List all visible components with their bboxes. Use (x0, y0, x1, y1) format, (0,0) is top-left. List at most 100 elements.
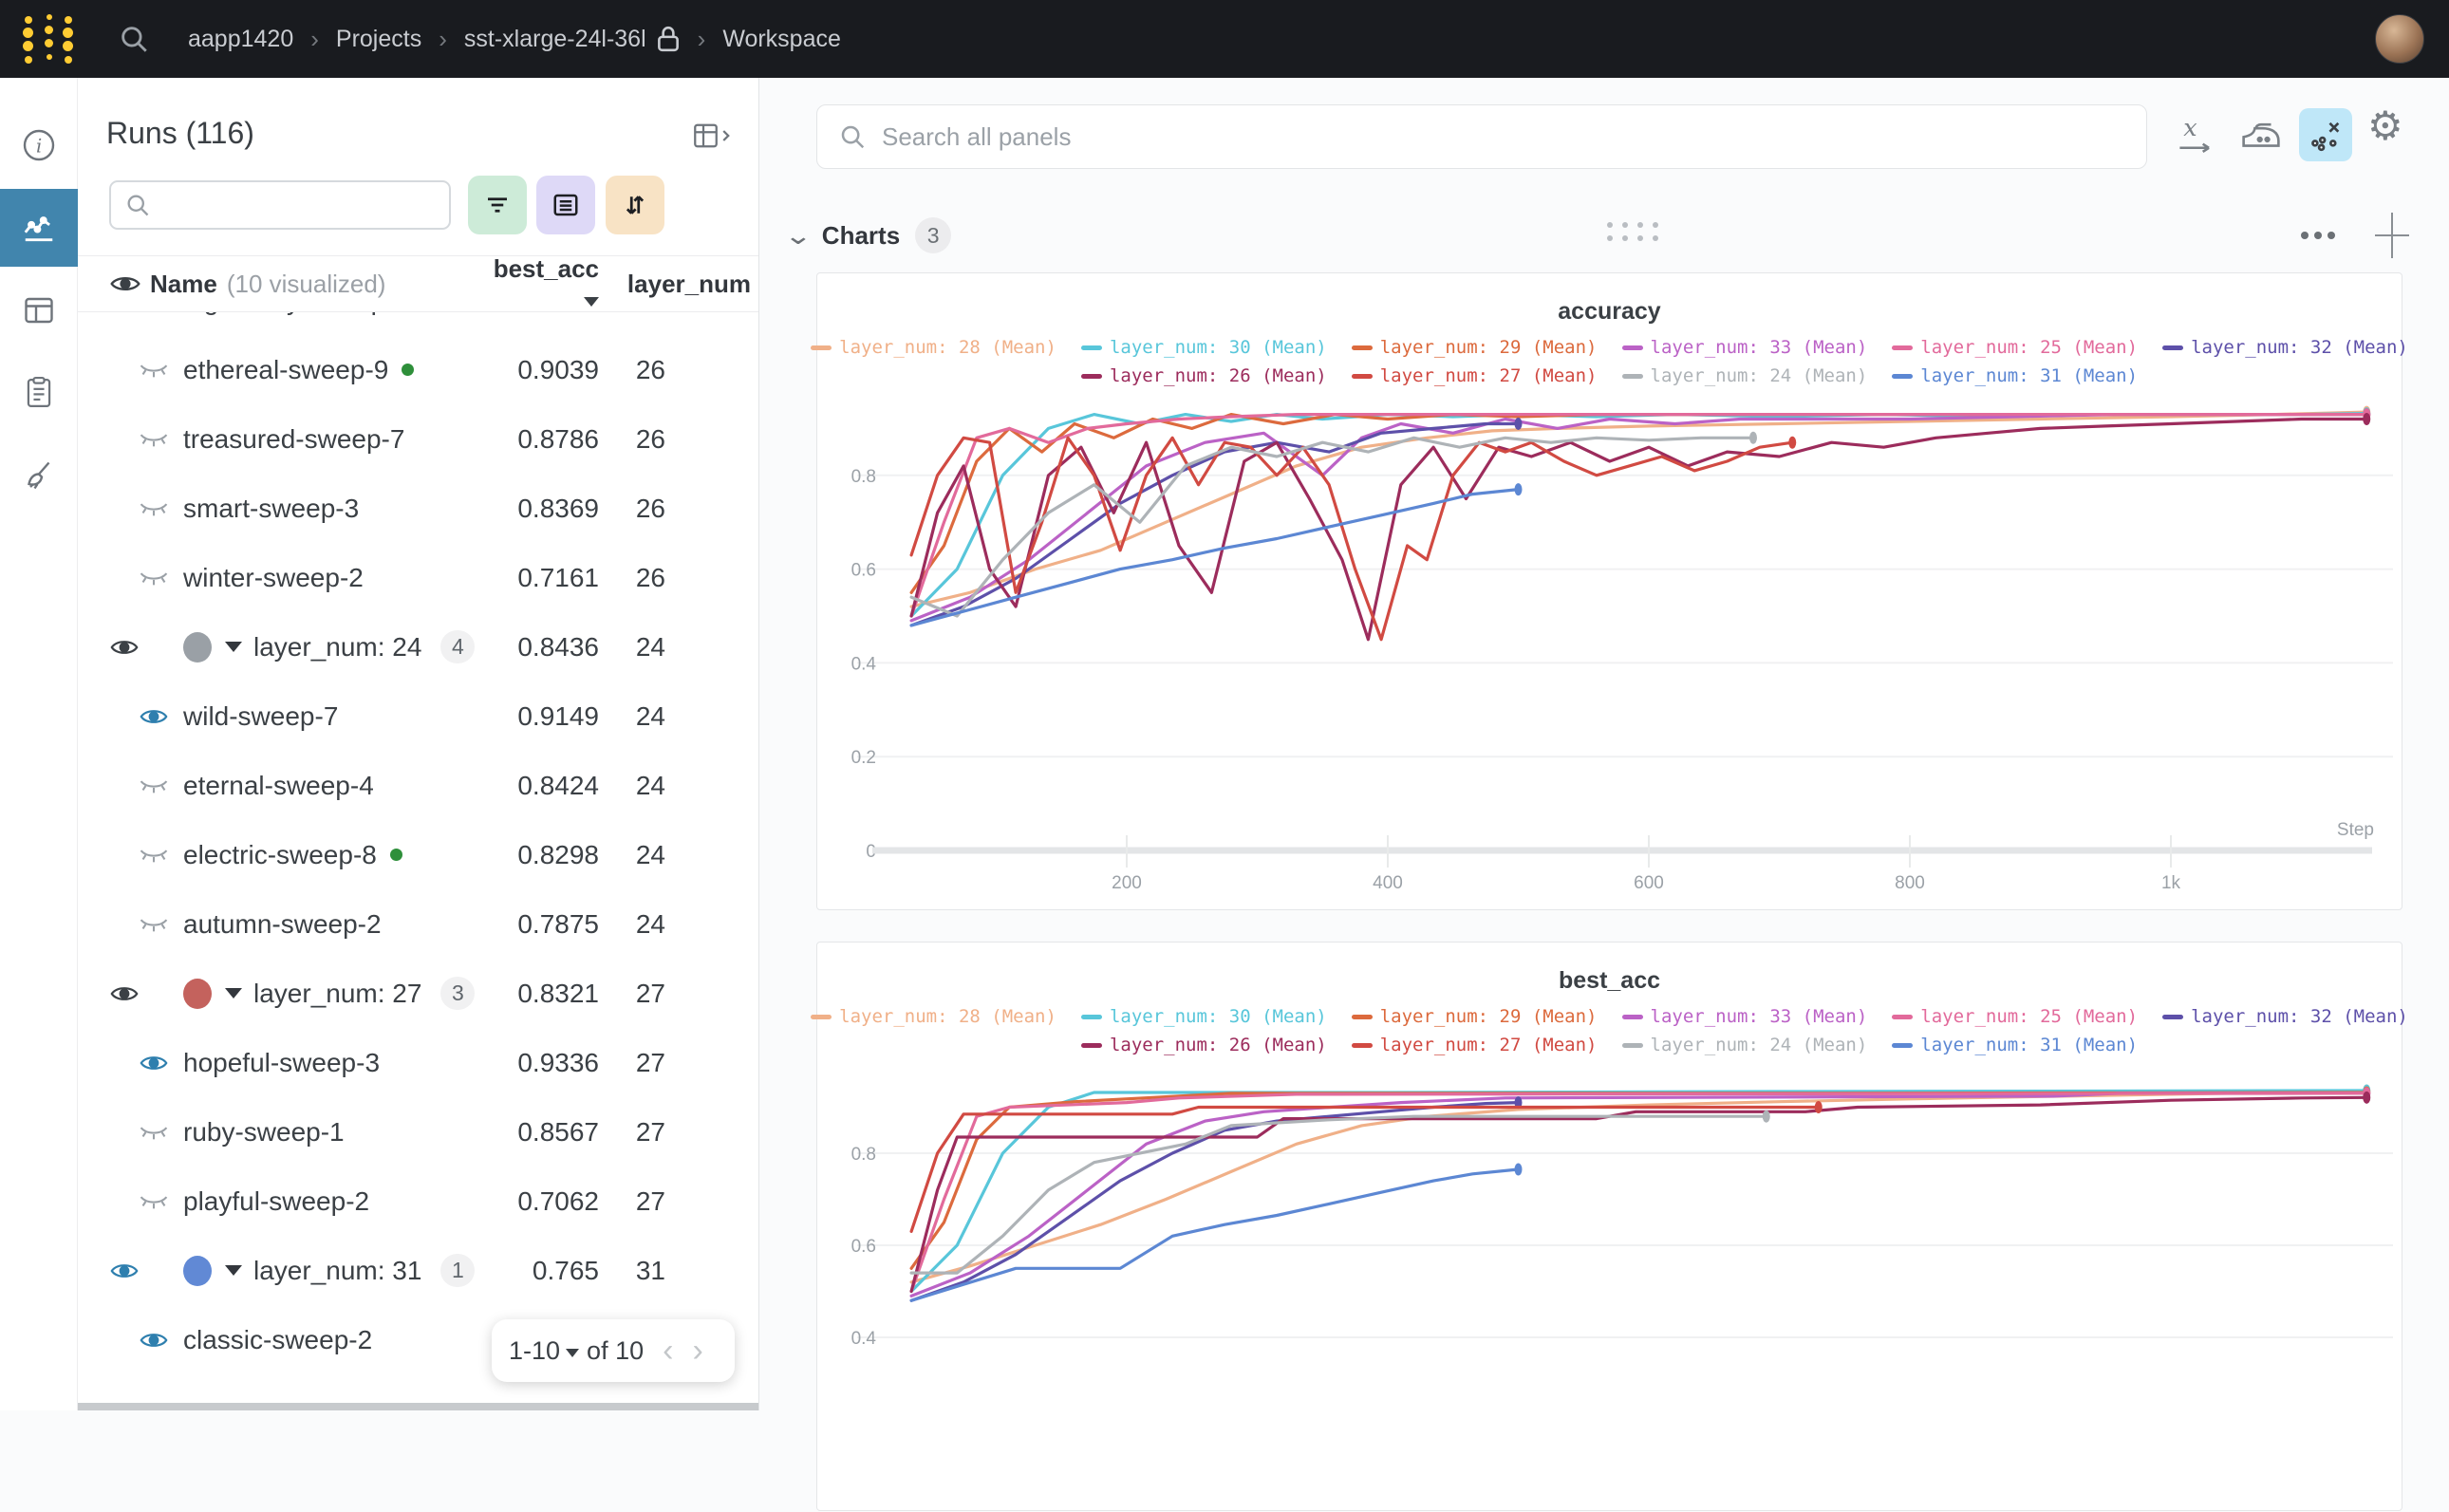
runs-search-input[interactable] (160, 192, 426, 218)
breadcrumb-entity[interactable]: aapp1420 (188, 26, 293, 53)
sort-button[interactable] (606, 176, 664, 234)
horizontal-scrollbar[interactable] (78, 1403, 758, 1410)
closed-eye-icon (139, 498, 169, 519)
pagination-of: of 10 (587, 1336, 644, 1366)
toggle-visibility-eye[interactable] (139, 845, 169, 866)
run-name[interactable]: ruby-sweep-1 (183, 1117, 345, 1148)
run-state-dot (402, 364, 414, 376)
pagination-control[interactable]: 1-10 of 10 ‹ › (492, 1319, 735, 1382)
panel-best-acc-chart[interactable]: best_acc layer_num: 28 (Mean)layer_num: … (816, 942, 2402, 1511)
toggle-visibility-eye[interactable] (139, 775, 169, 796)
run-name[interactable]: autumn-sweep-2 (183, 909, 382, 940)
panel-search-bar[interactable] (816, 104, 2147, 169)
column-best-acc-header[interactable]: best_acc (476, 254, 599, 313)
nav-search-icon[interactable] (118, 23, 150, 55)
x-axis-settings-icon[interactable]: x (2174, 116, 2217, 160)
toggle-visibility-eye[interactable] (109, 636, 140, 659)
toggle-visibility-eye[interactable] (139, 705, 169, 728)
toggle-visibility-eye[interactable] (109, 982, 140, 1005)
toggle-visibility-eye[interactable] (139, 1191, 169, 1212)
drag-handle-icon[interactable] (1607, 222, 1658, 241)
columns-button[interactable] (536, 176, 595, 234)
group-collapse-caret[interactable] (225, 988, 242, 999)
user-avatar[interactable] (2375, 14, 2424, 64)
best-acc-value: 0.9128 (476, 312, 599, 316)
run-name[interactable]: treasured-sweep-7 (183, 424, 404, 455)
group-collapse-caret[interactable] (225, 642, 242, 652)
filter-runs-button[interactable] (468, 176, 527, 234)
smoothing-icon[interactable] (2238, 116, 2284, 160)
run-name[interactable]: eternal-sweep-4 (183, 771, 374, 801)
toggle-visibility-eye[interactable] (109, 1260, 140, 1282)
svg-text:0.4: 0.4 (851, 654, 877, 674)
run-name[interactable]: ethereal-sweep-9 (183, 355, 388, 385)
group-count-badge: 1 (440, 1254, 475, 1287)
sweeps-broom-icon[interactable] (0, 437, 78, 514)
outliers-toggle-icon[interactable] (2299, 108, 2352, 161)
toggle-visibility-eye[interactable] (139, 914, 169, 935)
run-name[interactable]: playful-sweep-2 (183, 1186, 369, 1217)
run-name[interactable]: winter-sweep-2 (183, 563, 364, 593)
search-icon (124, 192, 151, 218)
toggle-visibility-eye[interactable] (139, 1122, 169, 1143)
breadcrumb-workspace[interactable]: Workspace (722, 26, 841, 53)
chevron-down-icon[interactable]: ⌄ (784, 221, 813, 251)
section-title[interactable]: Charts (822, 221, 900, 251)
runs-search-box[interactable] (109, 180, 451, 230)
pagination-range[interactable]: 1-10 (509, 1336, 560, 1366)
runs-list: legendary-sweep0.912826ethereal-sweep-90… (78, 312, 758, 1374)
left-icon-rail: i (0, 78, 78, 1410)
toggle-visibility-eye[interactable] (139, 568, 169, 588)
toggle-visibility-eye[interactable] (139, 360, 169, 381)
toggle-visibility-eye[interactable] (139, 429, 169, 450)
group-collapse-caret[interactable] (225, 1265, 242, 1276)
logs-icon[interactable] (0, 354, 78, 432)
svg-text:0.2: 0.2 (851, 748, 876, 768)
workspace-charts-icon[interactable] (0, 189, 78, 267)
section-menu-icon[interactable] (2301, 232, 2335, 239)
svg-text:i: i (36, 136, 42, 158)
svg-text:0.8: 0.8 (851, 1145, 876, 1165)
run-name[interactable]: classic-sweep-2 (183, 1325, 372, 1355)
run-name[interactable]: electric-sweep-8 (183, 840, 377, 870)
settings-gear-icon[interactable]: ⚙ (2367, 106, 2403, 146)
open-eye-icon (139, 705, 169, 728)
toggle-visibility-eye[interactable] (139, 1329, 169, 1352)
group-label: layer_num: 31 (253, 1256, 421, 1286)
overview-icon[interactable]: i (0, 106, 78, 184)
best-acc-value: 0.765 (476, 1256, 599, 1286)
breadcrumb-separator: › (439, 25, 447, 54)
panel-accuracy-chart[interactable]: accuracy layer_num: 28 (Mean)layer_num: … (816, 272, 2402, 910)
panel-search-input[interactable] (882, 122, 2021, 152)
run-name[interactable]: wild-sweep-7 (183, 701, 338, 732)
run-row[interactable]: legendary-sweep0.912826 (78, 312, 758, 335)
column-name-header[interactable]: Name (150, 270, 217, 299)
breadcrumb-projects[interactable]: Projects (336, 26, 421, 53)
wandb-logo[interactable] (23, 11, 82, 66)
expand-table-icon[interactable] (692, 121, 734, 155)
runs-table-icon[interactable] (0, 271, 78, 349)
add-panel-icon[interactable] (2373, 213, 2411, 258)
run-name[interactable]: hopeful-sweep-3 (183, 1048, 380, 1078)
visibility-eye-icon[interactable] (109, 271, 141, 301)
toggle-visibility-eye[interactable] (139, 498, 169, 519)
column-layer-num-header[interactable]: layer_num (599, 270, 758, 299)
run-name[interactable]: legendary-sweep (183, 312, 385, 316)
toggle-visibility-eye[interactable] (139, 1052, 169, 1074)
run-name[interactable]: smart-sweep-3 (183, 494, 359, 524)
breadcrumb-project[interactable]: sst-xlarge-24l-36l (464, 26, 646, 53)
